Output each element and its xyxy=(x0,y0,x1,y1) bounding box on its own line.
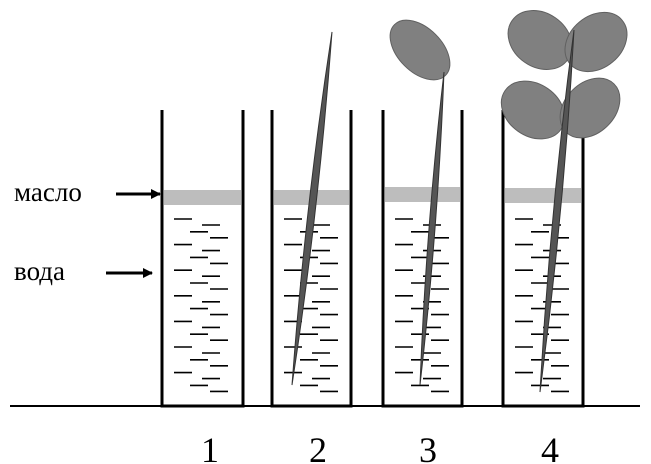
beaker-number: 2 xyxy=(309,430,327,464)
oil-layer xyxy=(164,190,241,205)
beaker-number: 4 xyxy=(541,430,559,464)
beaker-number: 1 xyxy=(201,430,219,464)
water-label: вода xyxy=(14,256,65,286)
stem xyxy=(419,71,445,386)
oil-layer xyxy=(505,188,581,203)
stem xyxy=(539,29,575,393)
leaf xyxy=(500,80,566,140)
stem xyxy=(291,31,333,386)
oil-layer xyxy=(385,187,460,202)
beaker-number: 3 xyxy=(419,430,437,464)
leaf xyxy=(389,19,451,81)
drawing xyxy=(160,10,628,408)
leaf xyxy=(564,11,628,73)
oil-label: масло xyxy=(14,177,82,207)
